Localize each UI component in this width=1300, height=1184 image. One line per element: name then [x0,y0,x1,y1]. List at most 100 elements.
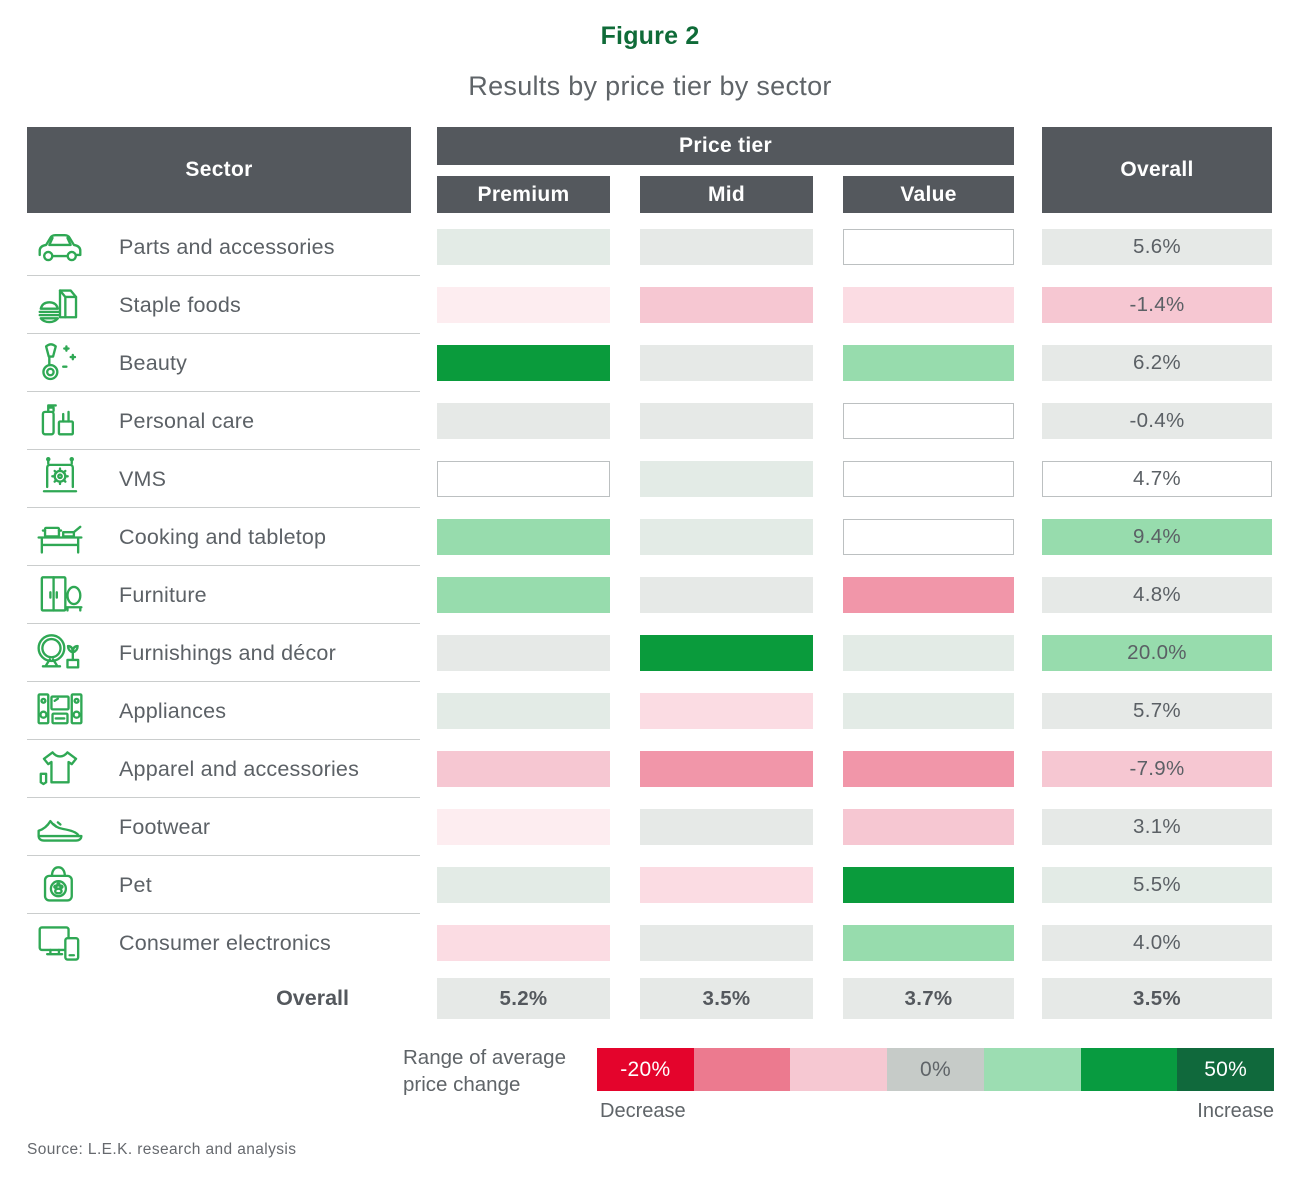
overall-value-cell: 5.5% [1042,867,1272,903]
mid-cell [640,577,813,613]
sector-label: Beauty [119,350,188,375]
sector-label: Furniture [119,582,207,607]
premium-cell [437,287,610,323]
mid-cell [640,461,813,497]
overall-value-cell: -0.4% [1042,403,1272,439]
legend-swatch [790,1048,888,1091]
premium-cell [437,867,610,903]
sector-cell: VMS [27,454,411,504]
premium-cell [437,809,610,845]
vms-icon [31,454,89,504]
tier-header-value: Value [843,176,1014,213]
sector-label: Personal care [119,408,255,433]
legend-swatch: -20% [597,1048,694,1091]
value-cell [843,519,1014,555]
value-cell [843,287,1014,323]
value-cell [843,229,1014,265]
sector-cell: Beauty [27,338,411,388]
overall-value-cell: 20.0% [1042,635,1272,671]
legend-color-scale: -20% 0% 50% [597,1048,1275,1091]
premium-cell [437,229,610,265]
table-row: Staple foods -1.4% [27,276,1273,334]
consumer-electronics-icon [31,918,89,968]
mid-cell [640,519,813,555]
premium-cell [437,461,610,497]
table-row: Furniture 4.8% [27,566,1273,624]
value-cell [843,403,1014,439]
tier-header-mid: Mid [640,176,813,213]
sector-cell: Staple foods [27,280,411,330]
mid-cell [640,345,813,381]
overall-value-cell: 9.4% [1042,519,1272,555]
row-divider [27,855,420,856]
sector-label: Pet [119,872,152,897]
premium-cell [437,403,610,439]
table-row: Personal care -0.4% [27,392,1273,450]
value-cell [843,345,1014,381]
row-divider [27,797,420,798]
legend-swatch [1080,1048,1178,1091]
row-divider [27,391,420,392]
row-divider [27,623,420,624]
sector-cell: Furniture [27,570,411,620]
premium-cell [437,577,610,613]
sector-cell: Consumer electronics [27,918,411,968]
legend-swatch [983,1048,1081,1091]
footer-mid-cell: 3.5% [640,978,813,1019]
sector-cell: Parts and accessories [27,222,411,272]
table-row: Cooking and tabletop 9.4% [27,508,1273,566]
apparel-icon [31,744,89,794]
price-tier-header: Price tier [437,127,1014,165]
row-divider [27,681,420,682]
footer-overall-cell: 3.5% [1042,978,1272,1019]
footer-value-cell: 3.7% [843,978,1014,1019]
tier-header-premium: Premium [437,176,610,213]
table-row: Appliances 5.7% [27,682,1273,740]
value-cell [843,635,1014,671]
overall-value-cell: 6.2% [1042,345,1272,381]
table-row: Footwear 3.1% [27,798,1273,856]
table-row: Pet 5.5% [27,856,1273,914]
table-body: Parts and accessories 5.6% Staple foods … [27,218,1273,972]
row-divider [27,913,420,914]
footwear-icon [31,802,89,852]
sector-label: Consumer electronics [119,930,331,955]
sector-label: Cooking and tabletop [119,524,327,549]
mid-cell [640,403,813,439]
sector-cell: Apparel and accessories [27,744,411,794]
row-divider [27,449,420,450]
premium-cell [437,345,610,381]
sector-label: Appliances [119,698,227,723]
legend-label: Range of average price change [403,1046,566,1096]
table-header: Sector Price tier Premium Mid Value Over… [27,127,1272,213]
overall-footer-row: Overall 5.2% 3.5% 3.7% 3.5% [27,978,1273,1019]
sector-cell: Appliances [27,686,411,736]
mid-cell [640,287,813,323]
value-cell [843,461,1014,497]
premium-cell [437,925,610,961]
legend-swatch [693,1048,791,1091]
personal-care-icon [31,396,89,446]
furniture-icon [31,570,89,620]
sector-cell: Footwear [27,802,411,852]
mid-cell [640,693,813,729]
overall-header: Overall [1042,127,1272,213]
premium-cell [437,519,610,555]
mid-cell [640,751,813,787]
sector-label: Staple foods [119,292,241,317]
table-row: Consumer electronics 4.0% [27,914,1273,972]
row-divider [27,739,420,740]
table-row: Beauty 6.2% [27,334,1273,392]
overall-value-cell: 4.7% [1042,461,1272,497]
price-tier-header-group: Price tier Premium Mid Value [437,127,1014,213]
overall-value-cell: -1.4% [1042,287,1272,323]
sector-label: Apparel and accessories [119,756,360,781]
sector-cell: Pet [27,860,411,910]
row-divider [27,275,420,276]
sector-cell: Furnishings and décor [27,628,411,678]
row-divider [27,565,420,566]
car-icon [31,222,89,272]
mid-cell [640,809,813,845]
tier-header-row: Premium Mid Value [437,176,1014,213]
